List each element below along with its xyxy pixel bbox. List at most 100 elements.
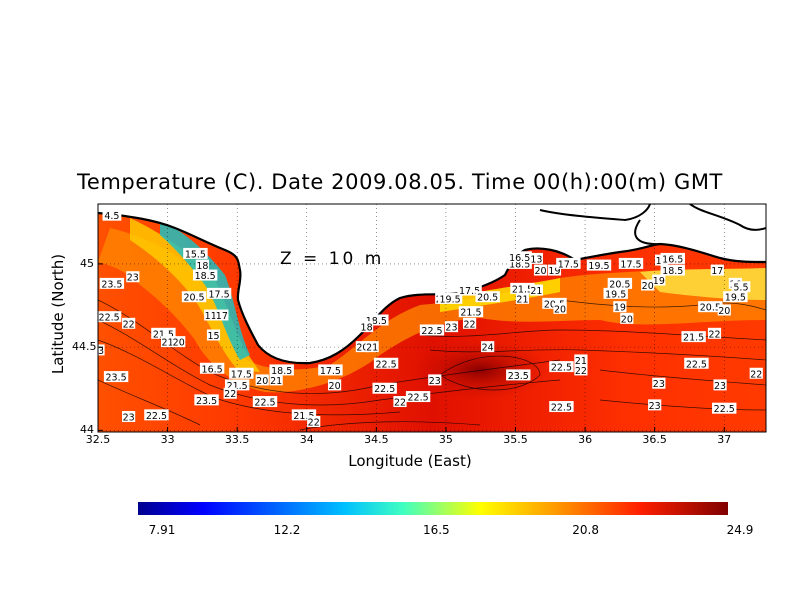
contour-label: 22.5 [549,361,574,374]
contour-label-box [199,362,225,374]
contour-label-text: 22.5 [421,326,442,337]
contour-label-text: 21.5 [153,329,174,340]
contour-label-box [710,264,724,276]
contour-label: 18.5 [192,269,218,282]
contour-label-box [529,252,543,264]
x-tick-label: 35.5 [503,433,528,446]
contour-label: 24 [481,341,495,354]
contour-label-text: 15.5 [185,249,206,260]
contour-label-box [556,257,581,269]
contour-label-box [126,271,140,283]
contour-label: 21.5 [458,306,484,319]
colorbar-tick-label: 12.2 [273,523,301,537]
contour-label-box [365,341,379,353]
contour-label: 23 [98,344,105,357]
contour-label-box [183,247,208,259]
contour-label-box [364,314,389,326]
contour-label-text: 18.5 [366,316,387,327]
contour-label-box [255,374,269,386]
contour-label: 23.5 [194,394,219,407]
contour-label-box [712,402,737,414]
contour-label: 22.5 [373,357,399,370]
contour-label: 17.5 [556,257,581,270]
contour-label-box [307,416,321,428]
contour-label: 22 [574,364,588,377]
x-tick-label: 34.5 [364,433,389,446]
contour-label-box [172,336,186,348]
contour-label-box [681,331,706,343]
kerch-coast [634,219,661,246]
contour-label-box [318,364,343,376]
contour-label: 17 [215,309,229,322]
contour-label: 16.5 [507,251,532,264]
colorbar-tick-label: 24.9 [726,523,754,537]
contour-label-box [717,304,731,316]
contour-label-box [195,259,209,271]
contour-label-text: 17.5 [231,369,252,380]
contour-label-box [549,401,574,413]
contour-label: 17.5 [206,287,232,300]
contour-label: 22 [393,396,407,409]
contour-label-text: 4.5 [104,211,119,222]
contour-label-box [574,354,588,366]
contour-label-box [481,341,495,353]
contour-label-box [547,264,562,276]
contour-label-box [122,317,136,329]
contour-label-text: 18 [196,261,208,272]
contour-label-box [194,394,219,406]
land-mass [98,204,766,364]
contour-label: 23.5 [506,369,531,382]
contour-lines [98,299,766,431]
contour-label-text: 22 [708,329,720,340]
contour-label-text: 20.5 [477,293,498,304]
contour-label-text: 18.5 [271,366,292,377]
contour-label: 23.5 [103,371,129,384]
contour-label-text: 20 [356,343,368,354]
contour-label-text: 19 [614,303,626,314]
contour-label-text: 18.5 [662,266,683,277]
contour-label: 19 [652,274,666,287]
contour-label-box [533,264,548,276]
contour-label-text: 18.5 [195,271,216,282]
contour-label: 20 [553,302,567,315]
contour-label-text: 20.5 [700,303,721,314]
x-tick-label: 33 [160,433,175,446]
azov-coast [539,204,651,222]
contour-label-text: 17.5 [558,259,579,270]
contour-label-box [204,309,218,321]
contour-label: 20.5 [698,301,723,314]
contour-label: 20 [327,379,342,392]
contour-label-text: 22.5 [551,363,572,374]
contour-label-box [457,284,482,296]
contour-label-box [151,327,176,339]
contour-label-text: 22 [750,369,762,380]
contour-label-text: 19 [653,276,665,287]
shelf-cyan [160,220,250,360]
contour-label: 17 [710,264,724,277]
contour-label-box [529,284,543,296]
contour-label-text: 19.5 [605,289,626,300]
contour-label: 19 [613,301,627,314]
contour-label-text: 21.5 [227,381,248,392]
contour-label-text: 24 [482,343,494,354]
plot-frame [97,203,767,433]
contour-label-text: 23 [445,323,457,334]
contour-label-box [181,291,207,303]
depth-label: Z = 10 m [280,249,384,269]
contour-label-box [652,274,666,286]
contour-label-box [607,277,633,289]
contour-label: 23 [713,379,727,392]
contour-label: 21.5 [151,327,176,340]
colorbar [138,502,728,515]
contour-label: 19.5 [437,292,463,305]
contour-label-text: 20 [256,376,268,387]
contour-label: 18 [359,321,374,334]
contour-label-box [206,329,221,341]
contour-label-text: 22.5 [375,359,396,370]
contour-label: 23 [126,271,140,284]
contour-label-text: 16.5 [662,254,683,265]
colorbar-tick-label: 7.91 [148,523,176,537]
contour-label-box [393,396,407,408]
x-tick-label: 37 [717,433,732,446]
